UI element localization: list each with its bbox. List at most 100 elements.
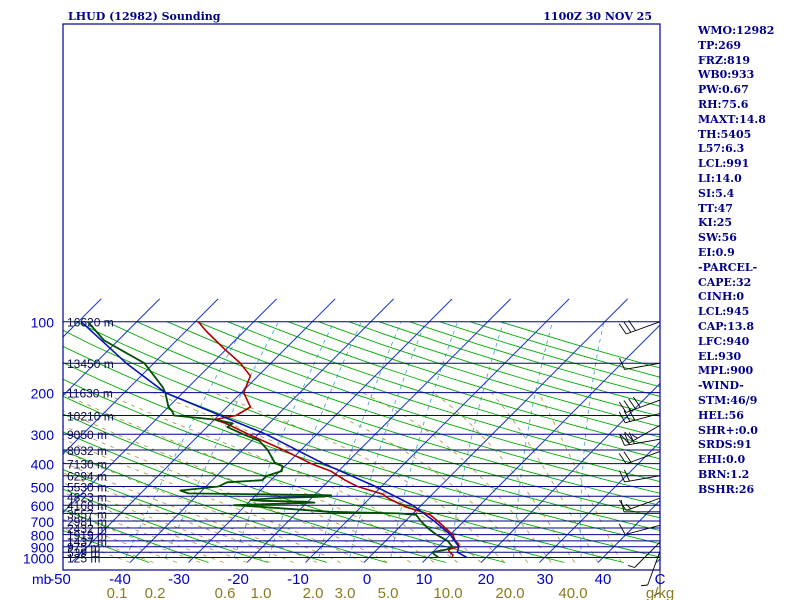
pressure-tick-label: 400 (31, 457, 55, 473)
dry-adiabat (63, 345, 660, 545)
height-label: 3557 m (67, 507, 107, 521)
wind-barb-flag (623, 400, 632, 411)
pressure-tick-label: 700 (31, 514, 55, 530)
sounding-traces (80, 321, 468, 559)
wind-barb-flag (632, 396, 641, 408)
temp-tick-label: -20 (227, 571, 249, 588)
index-item: CAP:13.8 (698, 319, 755, 333)
pressure-tick-label: 200 (31, 386, 55, 402)
dry-adiabat (197, 321, 660, 471)
wind-barb-flag (620, 499, 625, 512)
dry-adiabat (106, 321, 660, 506)
pressure-tick-label: 300 (31, 427, 55, 443)
index-item: LCL:991 (698, 157, 750, 171)
wind-barb-staff (626, 451, 661, 465)
height-label: 1919 m (67, 529, 107, 543)
index-item: MAXT:14.8 (698, 112, 766, 126)
mixing-ratio-label: 5.0 (378, 585, 399, 600)
pressure-tick-label: 1000 (23, 551, 54, 567)
wind-barb-flag (618, 401, 627, 413)
mixing-ratio-label: 0.6 (215, 585, 236, 600)
wind-barb-flag (624, 431, 634, 442)
wind-barb-staff (626, 321, 661, 335)
mixing-ratio-label: 20.0 (495, 585, 524, 600)
wind-barb-flag (618, 323, 627, 335)
wind-barb-flag (619, 357, 625, 370)
moist-adiabat (63, 425, 388, 563)
wind-barb (619, 432, 661, 446)
index-item: -PARCEL- (698, 260, 758, 274)
wind-barb (628, 541, 661, 568)
isotherm-line (305, 298, 570, 563)
height-label: 4823 m (67, 490, 107, 504)
index-item: LCL:945 (698, 305, 750, 319)
height-label: 4168 m (67, 499, 107, 513)
height-label: 10210 m (67, 410, 114, 424)
mixing-ratio-label: 1.0 (251, 585, 272, 600)
wind-barb-flag (624, 433, 630, 445)
index-item: CINH:0 (698, 290, 745, 304)
index-item: SW:56 (698, 231, 737, 245)
moist-adiabat (63, 450, 341, 563)
isotherm-line (539, 441, 660, 563)
wind-barb-staff (626, 399, 661, 413)
height-label: 8032 m (67, 444, 107, 458)
temp-tick-label: 20 (478, 571, 495, 588)
wind-barb (619, 357, 661, 370)
pressure-tick-label: 800 (31, 528, 55, 544)
height-label: 1437 m (67, 535, 107, 549)
wind-barb-flag (628, 409, 636, 421)
mixing-ratio-line (580, 321, 605, 558)
index-item: L57:6.3 (698, 142, 745, 156)
moist-adiabat (213, 392, 505, 563)
mixing-ratio-label: 0.2 (145, 585, 166, 600)
dry-adiabat (63, 431, 446, 563)
dry-adiabat (63, 509, 209, 563)
wind-barb-flag (628, 398, 636, 410)
dry-adiabat (63, 468, 328, 563)
index-item: WB0:933 (698, 68, 755, 82)
height-label: 9050 m (67, 428, 107, 442)
index-item: LI:14.0 (698, 171, 742, 185)
moist-adiabat (433, 392, 575, 563)
mixing-ratio-label: g/kg (646, 585, 674, 600)
wind-barb-flag (653, 592, 661, 596)
index-item: KI:25 (698, 216, 733, 230)
wind-barb-staff (624, 475, 661, 483)
dry-adiabat (63, 395, 565, 563)
moist-adiabat (63, 461, 318, 563)
height-label: 539 m (67, 546, 100, 560)
index-item: SI:5.4 (698, 186, 735, 200)
wind-barb-flag (619, 434, 630, 444)
dry-adiabat (63, 449, 387, 563)
moist-adiabat (538, 392, 622, 563)
height-label: 11630 m (67, 387, 113, 401)
wind-barb-staff (624, 438, 661, 446)
wind-barb (620, 499, 660, 513)
index-item: EL:930 (698, 349, 742, 363)
isotherm-line (63, 298, 219, 455)
wind-barb-staff (634, 541, 661, 568)
wind-barb-flag (640, 584, 648, 587)
dry-adiabat (76, 321, 660, 519)
chart-labels: LHUD (12982) Sounding 1100Z 30 NOV 25 10… (23, 10, 674, 600)
wind-barb-flag (623, 410, 631, 422)
wind-barb (618, 523, 661, 536)
isotherm-line (597, 499, 660, 563)
wind-barb-flag (618, 523, 626, 535)
pressure-tick-label: 600 (31, 498, 55, 514)
dry-adiabat (63, 488, 268, 563)
index-item: MPL:900 (698, 364, 754, 378)
height-label: 2432 m (67, 522, 107, 536)
height-label: 975 m (67, 541, 100, 555)
wind-barb-staff (625, 413, 661, 424)
mixing-ratio-label: 3.0 (335, 585, 356, 600)
wind-barb-flag (628, 320, 636, 331)
moist-adiabat (153, 392, 482, 563)
wind-barb-staff (624, 362, 661, 370)
temp-tick-label: C (655, 571, 666, 588)
moist-adiabat (285, 392, 529, 563)
wind-barbs (618, 320, 661, 596)
index-item: EHI:0.0 (698, 453, 746, 467)
chart-grid (63, 298, 660, 563)
